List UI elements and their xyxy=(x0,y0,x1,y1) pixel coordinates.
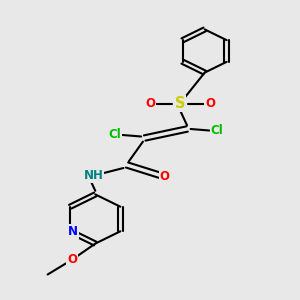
Text: Cl: Cl xyxy=(211,124,224,137)
Text: O: O xyxy=(145,97,155,110)
Text: O: O xyxy=(160,170,170,184)
Text: O: O xyxy=(205,97,215,110)
Text: S: S xyxy=(175,96,185,111)
Text: Cl: Cl xyxy=(108,128,121,142)
Text: NH: NH xyxy=(84,169,103,182)
Text: N: N xyxy=(68,225,78,238)
Text: O: O xyxy=(68,253,77,266)
